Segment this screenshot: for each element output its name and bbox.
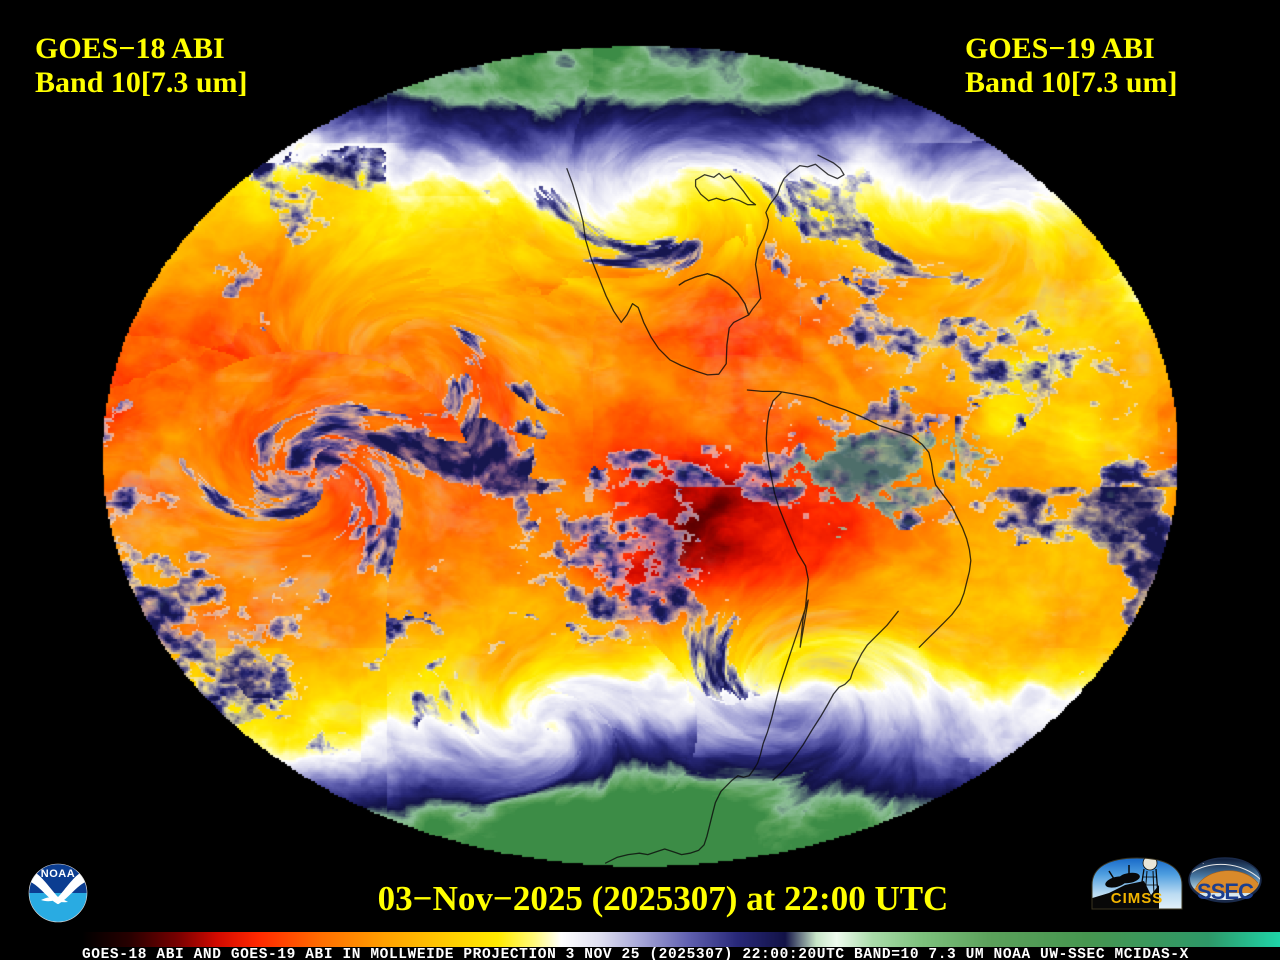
svg-text:CIMSS: CIMSS xyxy=(1111,890,1164,907)
svg-text:SSEC: SSEC xyxy=(1197,879,1254,904)
svg-text:NOAA: NOAA xyxy=(41,868,75,880)
